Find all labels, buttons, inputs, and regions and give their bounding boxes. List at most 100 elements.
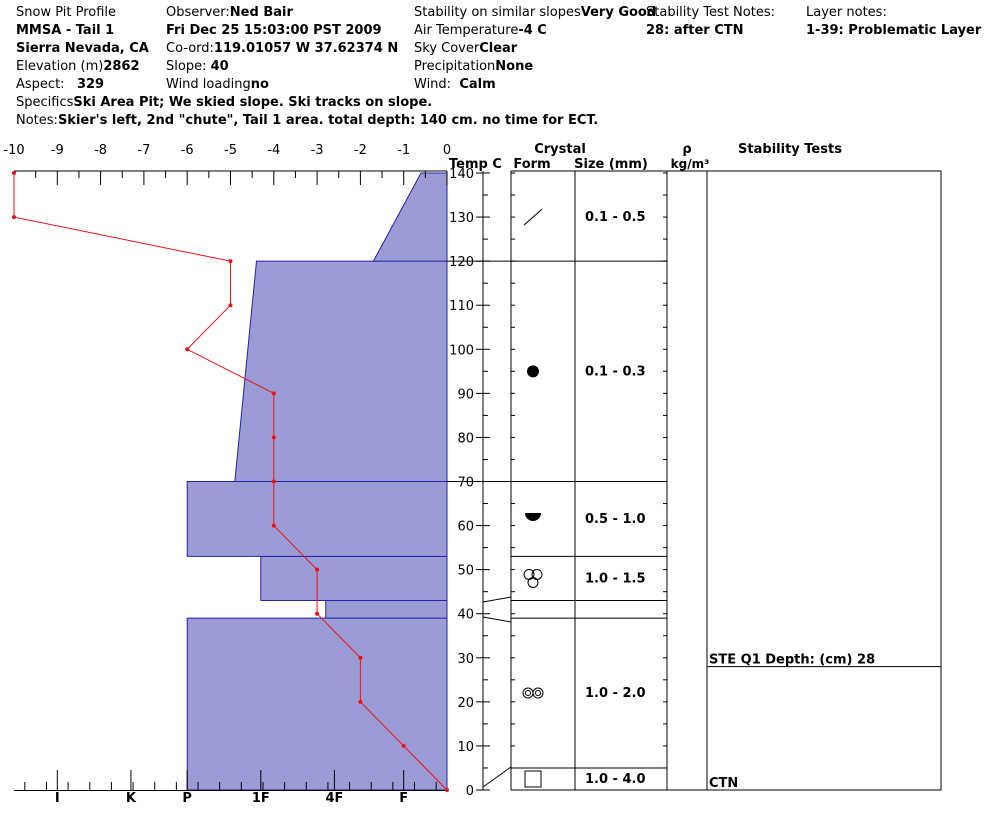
crystal-size-label: 0.5 - 1.0 [585,512,646,527]
hardness-tick-label: I [55,791,60,806]
hardness-tick-label: P [182,791,192,806]
depth-tick-label: 100 [449,343,474,358]
coordinates: Co-ord:119.01057 W 37.62374 N [166,41,399,56]
rounded-facet-symbol [525,512,541,521]
temperature-point [401,743,406,748]
elevation: Elevation (m)2862 [16,59,140,74]
rho-label: ρ [682,142,691,157]
header-col5: Layer notes: 1-39: Problematic Layer [806,4,981,40]
temp-tick-label: -2 [354,143,367,158]
sky-cover: Sky CoverClear [414,41,518,56]
temperature-profile [12,171,449,792]
wind-loading: Wind loadingno [166,77,269,92]
depth-tick-label: 80 [457,431,474,446]
depth-tick-label: 110 [449,299,474,314]
temperature-point [12,215,16,220]
stability-tests-column: STE Q1 Depth: (cm) 28 CTN [707,653,941,791]
melt-circle [525,690,531,697]
depth-tick-label: 120 [449,255,474,270]
observer: Observer:Ned Bair [166,5,293,20]
crystal-size-label: 1.0 - 1.5 [585,571,646,586]
temperature-point [228,259,233,264]
header-col4: Stability Test Notes: 28: after CTN [646,4,775,40]
density-unit-label: kg/m³ [671,157,710,171]
temperature-point [358,655,363,660]
depth-axis: 0 10 20 30 40 50 60 70 80 90 100 110 120 130 140 [449,167,490,799]
temperature-point [271,479,276,484]
depth-tick-label: 40 [457,608,474,623]
hardness-tick-label: F [399,791,408,806]
rounded-grain-symbol [527,365,539,378]
crystal-size-label: 0.1 - 0.5 [585,210,646,225]
melt-circle [535,690,541,697]
temperature-point [358,699,363,704]
temperature-point [12,171,16,175]
temp-tick-label: -7 [137,143,150,158]
specifics: SpecificsSki Area Pit; We skied slope. S… [16,95,433,110]
hardness-layer-2 [260,555,448,601]
form-label: Form [513,157,550,172]
temp-tick-label: -5 [224,143,237,158]
header-col2: Observer:Ned Bair Fri Dec 25 15:03:00 PS… [166,4,398,94]
pit-name: MMSA - Tail 1 [16,23,115,38]
header-col3: Stability on similar slopesVery Good Air… [414,4,656,94]
layer-notes-label: Layer notes: [806,5,887,20]
temperature-point [185,347,190,352]
slope: Slope: 40 [166,59,229,74]
hardness-tick-label: 4F [325,791,343,806]
depth-tick-label: 30 [457,652,474,667]
temperature-point [445,788,449,792]
pit-range: Sierra Nevada, CA [16,41,149,56]
temp-tick-label: -8 [94,143,107,158]
depth-tick-label: 50 [457,564,474,579]
temperature-point [271,391,276,396]
density-frame [666,170,708,791]
hardness-tick-label: K [126,791,137,806]
crystal-size-label: 1.0 - 4.0 [585,772,646,787]
layer-notes-value: 1-39: Problematic Layer [806,23,982,38]
temperature-axis: -10 -9 -8 -7 -6 -5 -4 -3 -2 -1 0 [3,143,451,185]
temperature-point [315,567,320,572]
layer-connector [482,766,512,788]
melt-circle [522,687,534,699]
temp-tick-label: -10 [3,143,24,158]
stability-test-notes-label: Stability Test Notes: [646,5,775,20]
crystal-size-label: 1.0 - 2.0 [585,686,646,701]
hardness-layer-1 [325,599,448,619]
decomposing-symbol [523,208,543,226]
temp-tick-label: -3 [311,143,324,158]
temperature-point [315,611,320,616]
depth-tick-label: 130 [449,211,474,226]
temp-tick-label: -9 [51,143,64,158]
hardness-axis: I K P 1F 4F F [24,770,437,806]
temperature-point [228,303,233,308]
air-temperature: Air Temperature-4 C [414,23,547,38]
depth-tick-label: 70 [457,476,474,491]
temp-tick-label: -4 [267,143,280,158]
hardness-layer-0 [186,617,448,791]
hardness-tick-label: 1F [252,791,270,806]
chart-frames [14,170,942,791]
size-label: Size (mm) [574,157,648,172]
depth-tick-label: 140 [449,167,474,182]
hardness-layer-5 [372,172,448,262]
depth-tick-label: 0 [466,784,474,799]
stability-similar: Stability on similar slopesVery Good [414,5,657,20]
depth-tick-label: 20 [457,696,474,711]
header-col1: Snow Pit Profile MMSA - Tail 1 Sierra Ne… [16,4,149,94]
temp-tick-label: -1 [397,143,410,158]
hardness-layer-3 [186,481,448,557]
hardness-layer-4 [234,260,448,482]
temp-c-label: Temp C [449,157,502,172]
stability-tests-label: Stability Tests [738,142,842,157]
aspect: Aspect: 329 [16,77,105,92]
depth-tick-label: 90 [457,387,474,402]
stability-test-label: STE Q1 Depth: (cm) 28 [709,653,875,668]
depth-tick-label: 60 [457,520,474,535]
crystal-size-label: 0.1 - 0.3 [585,364,646,379]
cluster-circle [527,576,539,588]
stability-test-notes-value: 28: after CTN [646,23,744,38]
temperature-point [271,435,276,440]
stability-frame [706,170,942,791]
